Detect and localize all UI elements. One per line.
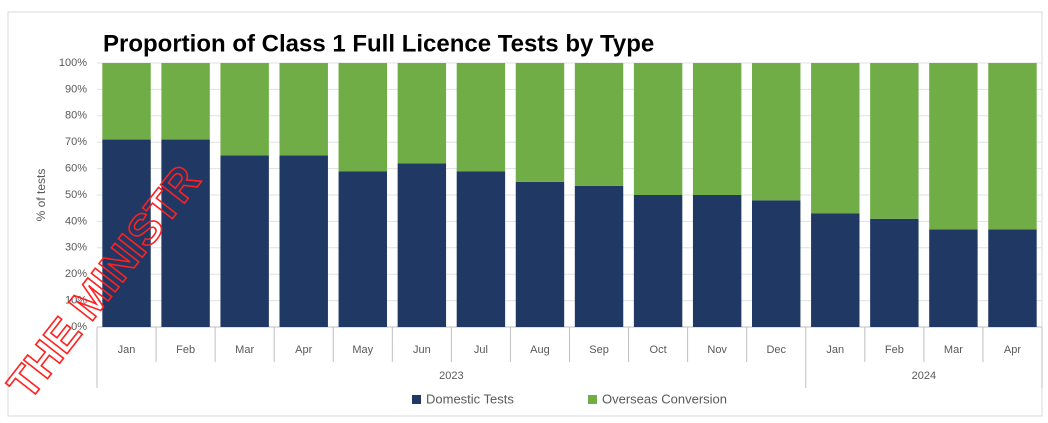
- x-tick-label: Mar: [235, 344, 254, 356]
- bar-segment: [161, 139, 210, 327]
- x-tick-label: May: [352, 344, 373, 356]
- bar-segment: [102, 139, 151, 327]
- y-tick-label: 100%: [59, 57, 87, 69]
- bar-segment: [574, 63, 624, 186]
- bar-segment: [692, 195, 742, 327]
- y-tick-label: 0%: [71, 321, 87, 333]
- chart-title: Proportion of Class 1 Full Licence Tests…: [103, 30, 654, 57]
- x-tick-label: Jul: [474, 344, 488, 356]
- bar-segment: [279, 63, 328, 156]
- bar-segment: [988, 229, 1037, 327]
- bar-segment: [929, 63, 978, 230]
- bar-segment: [692, 63, 742, 195]
- y-tick-label: 80%: [65, 110, 87, 122]
- y-tick-label: 70%: [65, 136, 87, 148]
- bar-segment: [338, 171, 387, 327]
- bar-segment: [161, 63, 210, 140]
- x-tick-label: Oct: [650, 344, 667, 356]
- bar-segment: [279, 155, 328, 327]
- bar-segment: [752, 63, 801, 201]
- x-tick-label: Jun: [413, 344, 431, 356]
- y-tick-label: 20%: [65, 268, 87, 280]
- bar-segment: [988, 63, 1037, 230]
- y-tick-label: 60%: [65, 163, 87, 175]
- bar-segment: [338, 63, 387, 172]
- x-tick-label: Nov: [707, 344, 727, 356]
- bar-segment: [929, 229, 978, 327]
- bar-segment: [811, 213, 860, 327]
- legend-label: Overseas Conversion: [602, 391, 727, 406]
- x-tick-label: Apr: [1004, 344, 1021, 356]
- bar-segment: [515, 63, 565, 182]
- bar-segment: [752, 200, 801, 327]
- y-tick-label: 40%: [65, 215, 87, 227]
- x-tick-label: Dec: [766, 344, 786, 356]
- x-tick-label: Apr: [295, 344, 312, 356]
- bar-segment: [870, 218, 919, 327]
- x-tick-label: Aug: [530, 344, 550, 356]
- bar-segment: [456, 171, 506, 327]
- x-tick-label: Jan: [826, 344, 844, 356]
- x-tick-label: Mar: [944, 344, 963, 356]
- y-axis-label: % of tests: [34, 169, 48, 222]
- bar-segment: [633, 63, 683, 195]
- x-tick-label: Sep: [589, 344, 609, 356]
- group-label: 2023: [439, 370, 463, 382]
- group-label: 2024: [912, 370, 936, 382]
- x-tick-label: Jan: [118, 344, 136, 356]
- bar-segment: [870, 63, 919, 219]
- y-tick-label: 50%: [65, 189, 87, 201]
- legend-swatch: [588, 395, 597, 404]
- bar-segment: [220, 63, 269, 156]
- bar-segment: [397, 63, 447, 164]
- bar-segment: [102, 63, 151, 140]
- bar-segment: [220, 155, 269, 327]
- legend-swatch: [412, 395, 421, 404]
- x-tick-label: Feb: [885, 344, 904, 356]
- bar-segment: [456, 63, 506, 172]
- bar-segment: [633, 195, 683, 327]
- y-tick-label: 90%: [65, 83, 87, 95]
- x-tick-label: Feb: [176, 344, 195, 356]
- bar-segment: [515, 181, 565, 327]
- y-tick-label: 10%: [65, 295, 87, 307]
- legend-label: Domestic Tests: [426, 391, 514, 406]
- bar-segment: [574, 185, 624, 327]
- bar-segment: [811, 63, 860, 214]
- bar-segment: [397, 163, 447, 327]
- y-tick-label: 30%: [65, 242, 87, 254]
